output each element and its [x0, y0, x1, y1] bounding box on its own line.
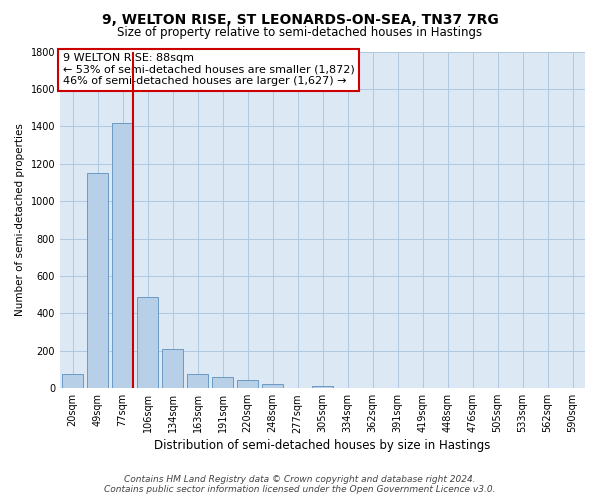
Bar: [237, 380, 258, 388]
Bar: [312, 386, 333, 388]
Text: 9 WELTON RISE: 88sqm
← 53% of semi-detached houses are smaller (1,872)
46% of se: 9 WELTON RISE: 88sqm ← 53% of semi-detac…: [62, 53, 355, 86]
Text: Contains HM Land Registry data © Crown copyright and database right 2024.
Contai: Contains HM Land Registry data © Crown c…: [104, 474, 496, 494]
Bar: [212, 377, 233, 388]
Text: 9, WELTON RISE, ST LEONARDS-ON-SEA, TN37 7RG: 9, WELTON RISE, ST LEONARDS-ON-SEA, TN37…: [101, 12, 499, 26]
Text: Size of property relative to semi-detached houses in Hastings: Size of property relative to semi-detach…: [118, 26, 482, 39]
Y-axis label: Number of semi-detached properties: Number of semi-detached properties: [15, 124, 25, 316]
Bar: [62, 374, 83, 388]
Bar: [137, 296, 158, 388]
Bar: [112, 122, 133, 388]
Bar: [187, 374, 208, 388]
Bar: [262, 384, 283, 388]
X-axis label: Distribution of semi-detached houses by size in Hastings: Distribution of semi-detached houses by …: [154, 440, 491, 452]
Bar: [162, 349, 183, 388]
Bar: [87, 173, 108, 388]
